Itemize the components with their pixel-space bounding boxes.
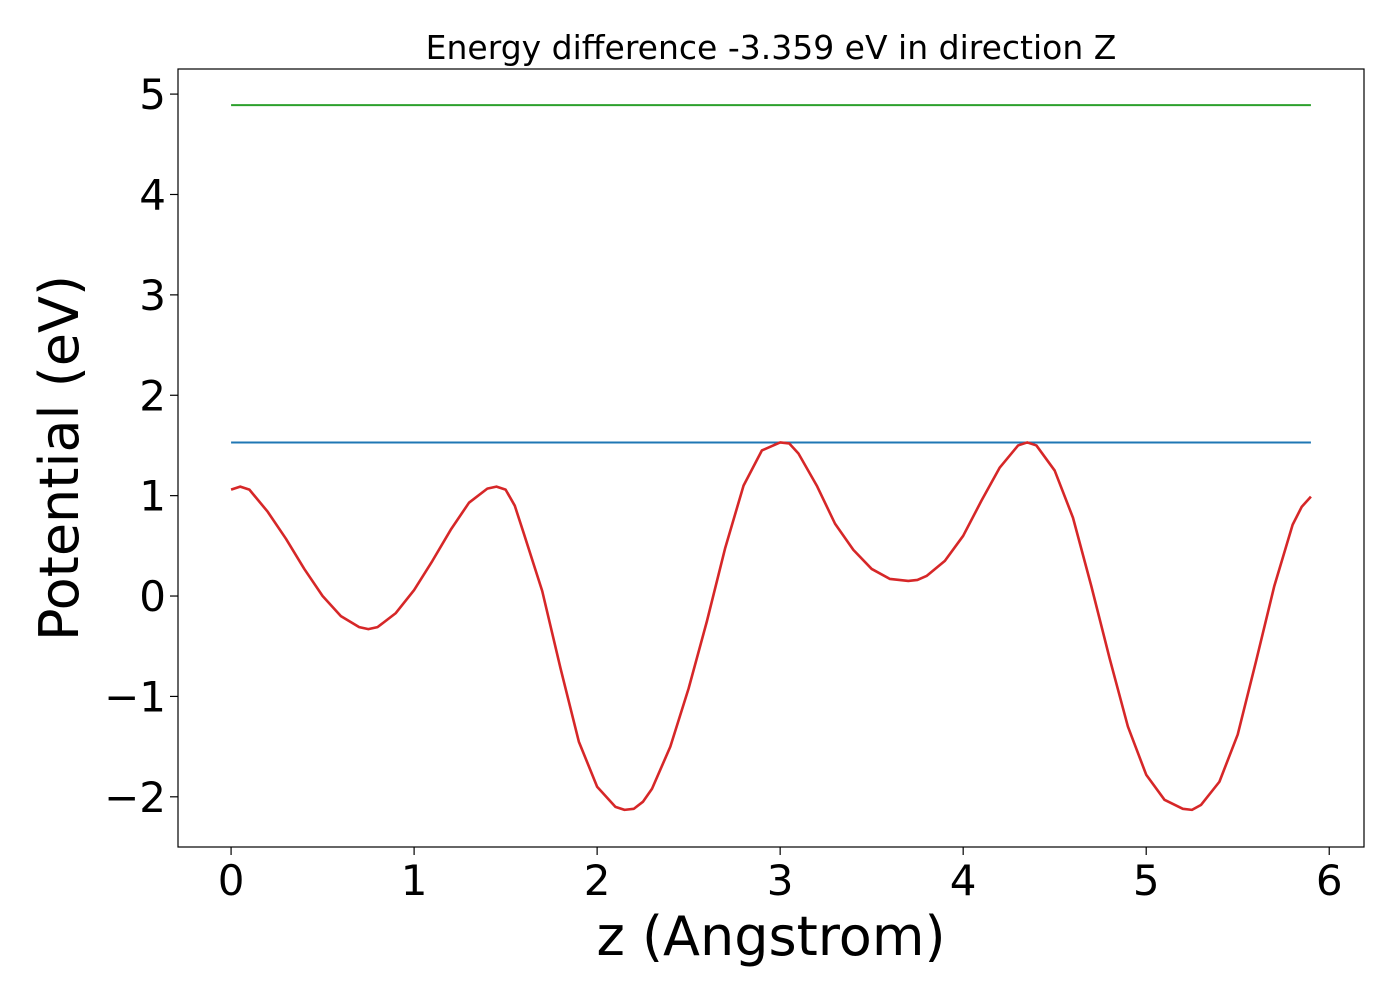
plot-area (230, 104, 1312, 812)
y-tick-label: −2 (104, 773, 166, 822)
y-tick-label: 1 (139, 472, 166, 521)
x-tick-label: 0 (218, 856, 245, 905)
y-tick-label: 3 (139, 271, 166, 320)
x-axis-label: z (Angstrom) (596, 905, 945, 968)
x-tick-label: 6 (1316, 856, 1343, 905)
y-axis-ticks: −2 −1 0 1 2 3 4 5 (104, 70, 178, 822)
x-tick-label: 2 (584, 856, 611, 905)
y-tick-label: −1 (104, 672, 166, 721)
series-line-3 (230, 441, 1312, 812)
y-tick-label: 0 (139, 572, 166, 621)
x-tick-label: 3 (767, 856, 794, 905)
x-tick-label: 4 (950, 856, 977, 905)
x-tick-label: 1 (401, 856, 428, 905)
x-axis-ticks: 0 1 2 3 4 5 6 (218, 847, 1343, 905)
x-tick-label: 5 (1133, 856, 1160, 905)
y-tick-label: 5 (139, 70, 166, 119)
y-tick-label: 4 (139, 170, 166, 219)
y-tick-label: 2 (139, 371, 166, 420)
chart-title: Energy difference -3.359 eV in direction… (426, 28, 1117, 67)
plot-frame (177, 68, 1365, 848)
y-axis-label: Potential (eV) (28, 275, 91, 641)
